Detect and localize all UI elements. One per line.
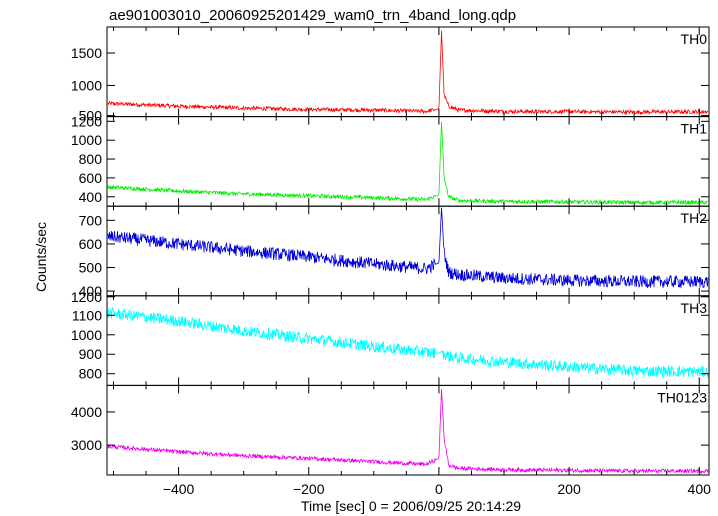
x-tick-label: −400 xyxy=(163,481,195,497)
y-tick-label: 4000 xyxy=(71,404,102,420)
panel-th0: 500 1000 1500 TH0 xyxy=(71,26,710,124)
x-tick-label: 200 xyxy=(557,481,581,497)
y-tick-label: 1200 xyxy=(71,289,102,305)
y-tick-label: 900 xyxy=(79,346,103,362)
y-tick-label: 600 xyxy=(79,170,103,186)
x-tick-label: 0 xyxy=(435,481,443,497)
y-tick-label: 3000 xyxy=(71,437,102,453)
panel-label: TH1 xyxy=(681,121,708,137)
y-tick-label: 1000 xyxy=(71,77,102,93)
panel-th2: 400 500 600 700 TH2 xyxy=(79,205,710,299)
y-tick-label: 500 xyxy=(79,108,103,124)
panel-frame xyxy=(106,295,710,386)
y-tick-label: 1500 xyxy=(71,45,102,61)
x-tick-label: −200 xyxy=(293,481,325,497)
panel-frame xyxy=(106,116,710,207)
y-tick-label: 500 xyxy=(79,260,103,276)
x-axis-label: Time [sec] 0 = 2006/09/25 20:14:29 xyxy=(301,498,521,514)
y-tick-label: 400 xyxy=(79,283,103,299)
y-tick-label: 800 xyxy=(79,366,103,382)
panel-frame xyxy=(106,384,710,476)
x-tick-label: 400 xyxy=(688,481,712,497)
y-tick-label: 700 xyxy=(79,212,103,228)
panel-label: TH3 xyxy=(681,300,708,316)
series-line-th1 xyxy=(107,121,709,206)
panel-th1: 400 600 800 1000 1200 TH1 xyxy=(71,113,710,207)
panel-label: TH0 xyxy=(681,31,708,47)
y-tick-label: 1200 xyxy=(71,113,102,129)
y-tick-label: 600 xyxy=(79,236,103,252)
x-axis: −400 −200 0 200 400 xyxy=(163,481,711,497)
y-tick-label: 1000 xyxy=(71,327,102,343)
series-line-th0123 xyxy=(107,389,709,475)
y-axis-label: Counts/sec xyxy=(33,222,49,292)
y-tick-label: 400 xyxy=(79,189,103,205)
panels: 500 1000 1500 TH0 400 600 800 1000 1200 TH1 400 500… xyxy=(71,26,710,476)
panel-frame xyxy=(106,26,710,118)
series-line-th2 xyxy=(107,207,709,289)
panel-label: TH2 xyxy=(681,210,708,226)
chart-title: ae901003010_20060925201429_wam0_trn_4ban… xyxy=(109,7,516,24)
y-tick-label: 1100 xyxy=(72,307,102,323)
series-line-th0 xyxy=(107,30,709,116)
panel-th3: 800 900 1000 1100 1200 TH3 xyxy=(71,289,710,386)
y-tick-label: 1000 xyxy=(71,132,102,148)
panel-th0123: 3000 4000 TH0123 xyxy=(71,384,710,476)
panel-label: TH0123 xyxy=(657,389,707,405)
y-tick-label: 800 xyxy=(79,151,103,167)
series-line-th3 xyxy=(107,306,709,379)
